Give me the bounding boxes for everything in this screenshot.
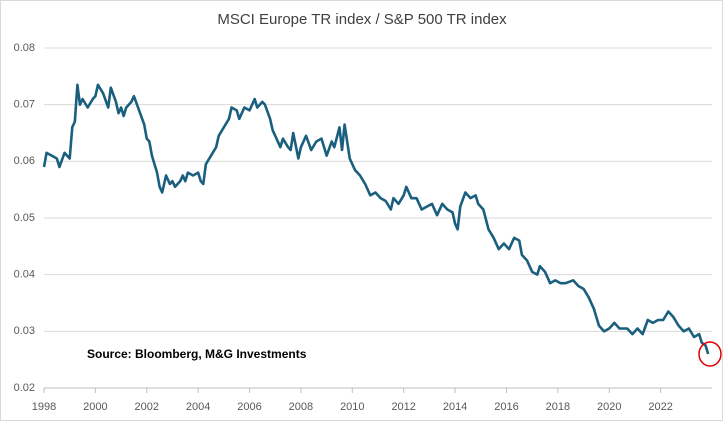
plot: [42, 83, 710, 355]
grid: [43, 47, 712, 393]
x-tick-label: 2014: [443, 401, 467, 413]
y-tick-label: 0.08: [14, 42, 35, 54]
source-note: Source: Bloomberg, M&G Investments: [87, 347, 307, 361]
x-tick-label: 2010: [340, 401, 364, 413]
y-tick-label: 0.07: [14, 99, 35, 111]
x-tick-label: 2002: [135, 401, 159, 413]
x-tick-label: 2000: [83, 401, 107, 413]
x-tick-label: 2022: [648, 401, 672, 413]
x-tick-label: 2018: [546, 401, 570, 413]
y-tick-label: 0.03: [14, 325, 35, 337]
y-tick-label: 0.04: [14, 269, 35, 281]
x-tick-label: 2006: [237, 401, 261, 413]
x-tick-label: 2020: [597, 401, 621, 413]
y-tick-label: 0.05: [14, 212, 35, 224]
x-tick-label: 2012: [391, 401, 415, 413]
y-tick-label: 0.02: [14, 382, 35, 394]
highlight-circle: [698, 341, 722, 367]
data-line: [42, 83, 710, 355]
x-tick-label: 2016: [494, 401, 518, 413]
chart-title: MSCI Europe TR index / S&P 500 TR index: [217, 11, 507, 28]
x-tick-label: 1998: [32, 401, 56, 413]
y-tick-label: 0.06: [14, 155, 35, 167]
x-tick-label: 2008: [289, 401, 313, 413]
x-tick-label: 2004: [186, 401, 210, 413]
